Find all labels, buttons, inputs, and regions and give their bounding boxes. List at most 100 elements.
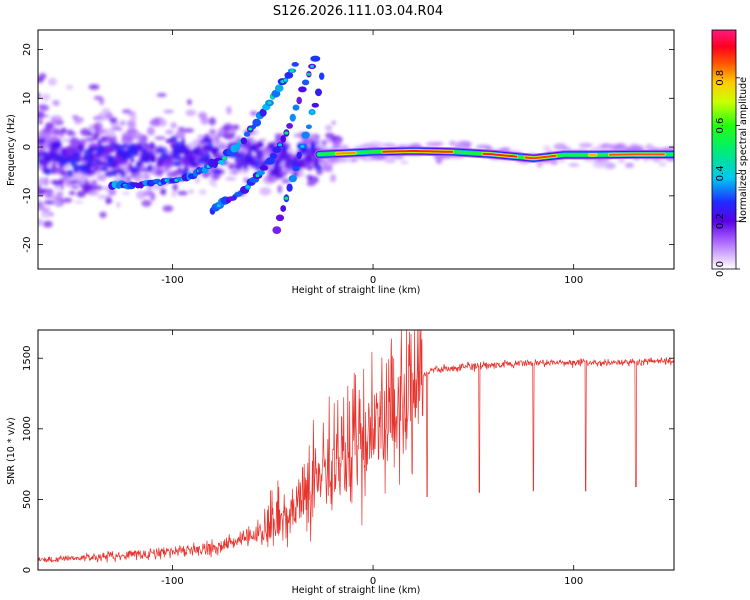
noise-blob (449, 142, 466, 146)
noise-blob (134, 132, 143, 141)
track-blob (272, 226, 282, 235)
noise-blob (47, 77, 58, 86)
noise-blob (235, 135, 242, 141)
track-blob (301, 131, 310, 139)
snr-frame (37, 329, 675, 571)
noise-blob (186, 99, 192, 106)
track-hot (267, 101, 272, 105)
noise-blob (38, 153, 42, 159)
track-blob (252, 118, 262, 127)
noise-blob (99, 211, 107, 219)
spectrogram-x-label: Height of straight line (km) (292, 285, 421, 296)
track-blob (217, 160, 225, 165)
noise-blob (111, 126, 122, 131)
noise-blob (223, 132, 235, 140)
noise-blob (383, 158, 396, 163)
track-blob (311, 102, 319, 108)
colorbar-tick-label: 0.8 (715, 70, 726, 86)
noise-blob (175, 130, 186, 139)
track-blob (296, 151, 302, 160)
noise-blob (156, 169, 161, 177)
noise-blob (307, 174, 312, 181)
colorbar-tick-label: 0.4 (715, 165, 726, 181)
noise-blob (150, 154, 157, 163)
noise-blob (43, 199, 56, 205)
noise-blob (100, 135, 107, 143)
track-hot (278, 143, 282, 147)
noise-blob (97, 139, 102, 146)
colorbar-tick-label: 0.6 (715, 118, 726, 134)
noise-blob (136, 161, 143, 168)
noise-blob (103, 128, 116, 136)
x-tick-label: 0 (370, 275, 376, 286)
track-blob (243, 131, 251, 137)
track-hot (310, 64, 315, 68)
y-tick-label: 0 (22, 144, 33, 150)
track-blob (265, 157, 275, 165)
noise-blob (40, 209, 51, 219)
noise-blob (208, 117, 216, 126)
x-tick-label: 0 (370, 576, 376, 587)
noise-blob (63, 157, 68, 166)
noise-blob (49, 166, 60, 175)
snr-panel: -100 0 100 0 500 1000 1500 Height of straight… (6, 329, 675, 596)
noise-blob (159, 118, 167, 127)
noise-blob (269, 168, 279, 177)
noise-blob (325, 132, 335, 139)
noise-blob (302, 160, 310, 166)
track-blob (288, 175, 297, 183)
noise-blob (105, 198, 113, 204)
noise-blob (104, 171, 114, 177)
noise-blob (71, 115, 79, 119)
noise-blob (341, 144, 349, 150)
noise-blob (38, 73, 47, 80)
track-hot (306, 72, 311, 76)
snr-y-label: SNR (10 * v/v) (6, 417, 17, 485)
noise-blob (55, 201, 62, 207)
noise-blob (62, 197, 73, 203)
noise-blob (277, 155, 283, 163)
noise-blob (234, 158, 241, 165)
noise-blob (68, 190, 76, 196)
noise-blob (592, 161, 608, 169)
noise-blob (208, 134, 220, 139)
noise-blob (177, 167, 183, 173)
noise-blob (77, 143, 85, 152)
noise-blob (73, 164, 79, 174)
noise-blob (361, 157, 375, 161)
noise-blob (144, 154, 151, 164)
track-hot (310, 110, 315, 114)
noise-blob (136, 143, 142, 151)
noise-blob (88, 84, 100, 90)
noise-blob (240, 159, 250, 168)
colorbar: 0.0 0.2 0.4 0.6 0.8 Normalized spectral ampl… (711, 29, 749, 277)
noise-blob (38, 218, 43, 227)
noise-blob (259, 187, 272, 196)
noise-blob (349, 158, 358, 162)
noise-blob (631, 146, 640, 151)
noise-blob (113, 155, 122, 162)
noise-blob (543, 145, 551, 152)
noise-blob (330, 174, 336, 183)
noise-blob (81, 183, 94, 192)
flat-band-hot (482, 152, 518, 158)
noise-blob (162, 205, 174, 212)
noise-blob (68, 137, 80, 147)
noise-blob (174, 141, 183, 151)
noise-blob (156, 156, 165, 165)
noise-blob (251, 145, 257, 150)
noise-blob (53, 156, 64, 162)
noise-blob (188, 189, 194, 194)
noise-blob (50, 141, 60, 150)
y-tick-label: 10 (22, 92, 33, 105)
noise-blob (130, 157, 135, 164)
colorbar-tick-label: 0.2 (715, 213, 726, 229)
noise-blob (143, 172, 150, 181)
y-tick-label: -10 (22, 188, 33, 204)
noise-blob (39, 130, 50, 137)
noise-blob (44, 168, 52, 175)
noise-blob (41, 145, 46, 150)
noise-blob (97, 147, 105, 154)
